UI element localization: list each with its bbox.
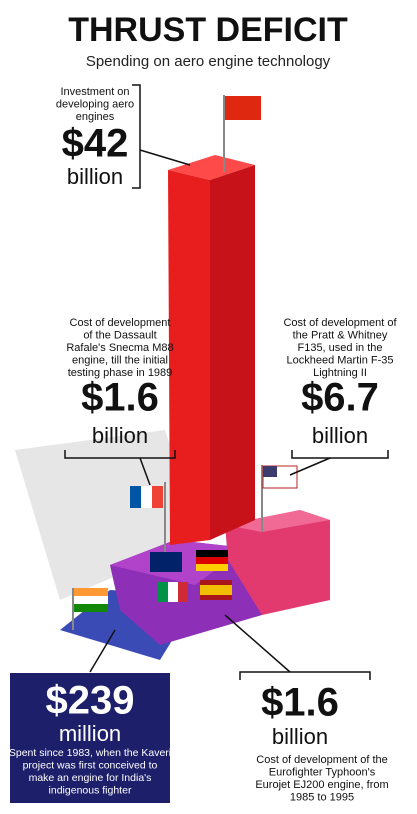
callout-description: Spent since 1983, when the Kaveri (9, 747, 171, 759)
bracket (291, 450, 389, 459)
callout-unit: billion (312, 423, 368, 448)
flag-italy (158, 582, 168, 602)
us-top (225, 510, 330, 532)
china-side (210, 165, 255, 540)
callout-description: 1985 to 1995 (290, 791, 354, 803)
flag-italy (178, 582, 188, 602)
callout-unit: million (59, 721, 121, 746)
subtitle: Spending on aero engine technology (86, 53, 331, 70)
flag-france (141, 486, 152, 508)
callout-unit: billion (92, 423, 148, 448)
china-top (168, 155, 255, 180)
callout-description: Cost of development of the (256, 754, 387, 766)
flags (72, 95, 298, 630)
callout-description: the Pratt & Whitney (293, 329, 388, 341)
callout-description: engines (76, 111, 115, 123)
flag-france (130, 486, 141, 508)
flag-germany (196, 564, 228, 571)
pointer (139, 457, 151, 486)
flag-us-canton (263, 466, 277, 477)
callout-amount: $1.6 (81, 376, 159, 420)
pointer (289, 457, 331, 476)
flag-india (74, 596, 108, 604)
callout-description: Lockheed Martin F-35 (287, 354, 394, 366)
connectors (64, 84, 389, 680)
flag-china (225, 96, 261, 120)
flag-india (74, 604, 108, 612)
flag-germany (196, 550, 228, 557)
callout-description: Eurojet EJ200 engine, from (255, 779, 388, 791)
flag-france (152, 486, 163, 508)
callout-amount: $42 (62, 122, 129, 166)
flag-spain (200, 585, 232, 595)
callout-description: of the Dassault (83, 329, 156, 341)
flag-italy (168, 582, 178, 602)
callout-description: Cost of development (70, 317, 171, 329)
callout-description: Cost of development of (283, 317, 397, 329)
flag-germany (196, 557, 228, 564)
callout-unit: billion (67, 164, 123, 189)
bracket (132, 84, 141, 189)
callout-description: Lightning II (313, 367, 367, 379)
callout-amount: $6.7 (301, 376, 379, 420)
callout-description: project was first conceived to (23, 759, 158, 771)
callout-description: F135, used in the (297, 342, 382, 354)
callout-description: engine, till the initial (72, 354, 168, 366)
callout-amount: $1.6 (261, 681, 339, 725)
callout-amount: $239 (46, 679, 135, 723)
callout-description: Rafale's Snecma M88 (66, 342, 173, 354)
callout-unit: billion (272, 724, 328, 749)
india-box (10, 673, 170, 803)
flag-uk (150, 552, 182, 572)
callout-description: Investment on (60, 86, 129, 98)
pointer (224, 614, 291, 673)
title: THRUST DEFICIT (68, 11, 348, 49)
bracket (64, 450, 176, 459)
china-front (168, 170, 210, 545)
callout-description: make an engine for India's (29, 772, 152, 784)
pointer (89, 629, 116, 673)
flag-india (74, 588, 108, 596)
us-block (225, 510, 330, 615)
callout-description: Eurofighter Typhoon's (269, 766, 376, 778)
pointer (139, 149, 191, 166)
callout-description: testing phase in 1989 (68, 367, 173, 379)
bracket (239, 671, 371, 680)
callout-description: developing aero (56, 98, 134, 110)
callout-description: indigenous fighter (49, 784, 132, 796)
